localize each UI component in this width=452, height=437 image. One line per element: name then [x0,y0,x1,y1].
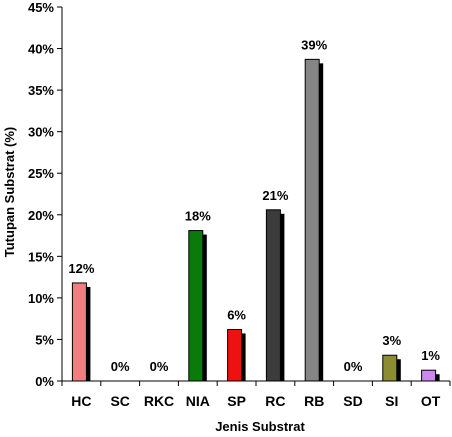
y-tick-label: 25% [28,166,54,181]
data-label-nia: 18% [185,209,211,224]
data-label-rkc: 0% [150,359,169,374]
y-tick-label: 15% [28,249,54,264]
y-tick-label: 20% [28,208,54,223]
y-tick-label: 40% [28,42,54,57]
data-label-sd: 0% [344,359,363,374]
x-tick-label-hc: HC [71,393,91,409]
bar-hc [71,282,87,382]
y-tick-label: 30% [28,125,54,140]
x-tick-label-sp: SP [227,393,246,409]
x-tick-label-sd: SD [343,393,362,409]
x-tick-label-sc: SC [110,393,129,409]
bar-nia [188,230,204,382]
y-axis-title: Tutupan Substrat (%) [2,127,17,257]
x-tick-label-ot: OT [421,393,441,409]
data-label-si: 3% [382,333,401,348]
data-label-ot: 1% [421,348,440,363]
y-tick-label: 35% [28,83,54,98]
bar-si [382,354,398,382]
data-label-sp: 6% [227,307,246,322]
data-label-rb: 39% [301,37,327,52]
x-tick-label-si: SI [385,393,398,409]
data-label-hc: 12% [68,261,94,276]
bar-ot [421,369,437,382]
x-axis-title: Jenis Substrat [215,419,305,434]
x-tick-label-rc: RC [265,393,285,409]
data-label-sc: 0% [111,359,130,374]
data-label-rc: 21% [262,188,288,203]
x-tick-label-rkc: RKC [144,393,174,409]
y-tick-label: 10% [28,291,54,306]
plot-area: 0% 5% 10% 15% 20% 25% 30% 35% 40% 45% 12% HC 0% SC 0% R… [28,0,451,409]
bar-sp [227,328,243,382]
x-tick-label-nia: NIA [186,393,210,409]
y-tick-label: 0% [35,374,54,389]
y-tick-label: 5% [35,332,54,347]
x-tick-label-rb: RB [304,393,324,409]
bar-rb [304,58,320,382]
bar-rc [265,209,281,382]
y-tick-label: 45% [28,0,54,15]
